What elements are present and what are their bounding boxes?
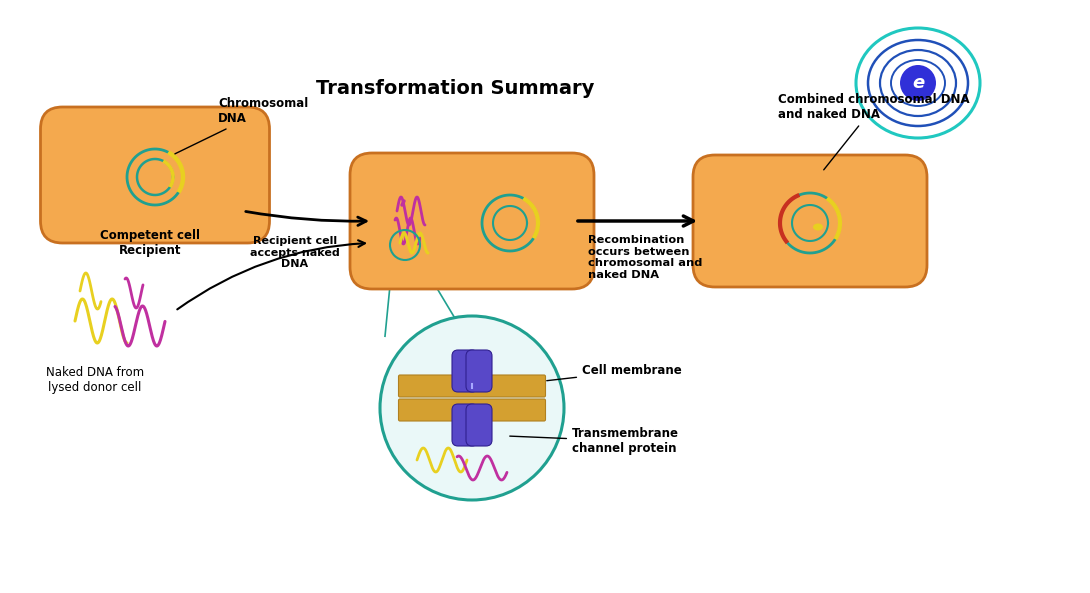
Text: Competent cell
Recipient: Competent cell Recipient bbox=[100, 229, 199, 257]
Text: Transmembrane
channel protein: Transmembrane channel protein bbox=[510, 427, 679, 455]
FancyBboxPatch shape bbox=[467, 404, 492, 446]
Circle shape bbox=[380, 316, 564, 500]
FancyBboxPatch shape bbox=[399, 375, 545, 397]
Text: Cell membrane: Cell membrane bbox=[547, 365, 681, 381]
Ellipse shape bbox=[813, 224, 823, 231]
Text: e: e bbox=[912, 74, 924, 92]
Circle shape bbox=[900, 65, 936, 101]
Text: Transformation Summary: Transformation Summary bbox=[316, 78, 594, 97]
FancyBboxPatch shape bbox=[452, 404, 479, 446]
Text: Recombination
occurs between
chromosomal and
naked DNA: Recombination occurs between chromosomal… bbox=[588, 235, 702, 280]
FancyBboxPatch shape bbox=[40, 107, 269, 243]
FancyBboxPatch shape bbox=[693, 155, 926, 287]
Text: Naked DNA from
lysed donor cell: Naked DNA from lysed donor cell bbox=[46, 366, 144, 394]
FancyBboxPatch shape bbox=[452, 350, 479, 392]
Text: Combined chromosomal DNA
and naked DNA: Combined chromosomal DNA and naked DNA bbox=[778, 93, 970, 170]
Text: Recipient cell
accepts naked
DNA: Recipient cell accepts naked DNA bbox=[250, 236, 340, 269]
Text: Chromosomal
DNA: Chromosomal DNA bbox=[174, 97, 308, 154]
FancyBboxPatch shape bbox=[399, 399, 545, 421]
FancyBboxPatch shape bbox=[467, 350, 492, 392]
FancyBboxPatch shape bbox=[350, 153, 594, 289]
